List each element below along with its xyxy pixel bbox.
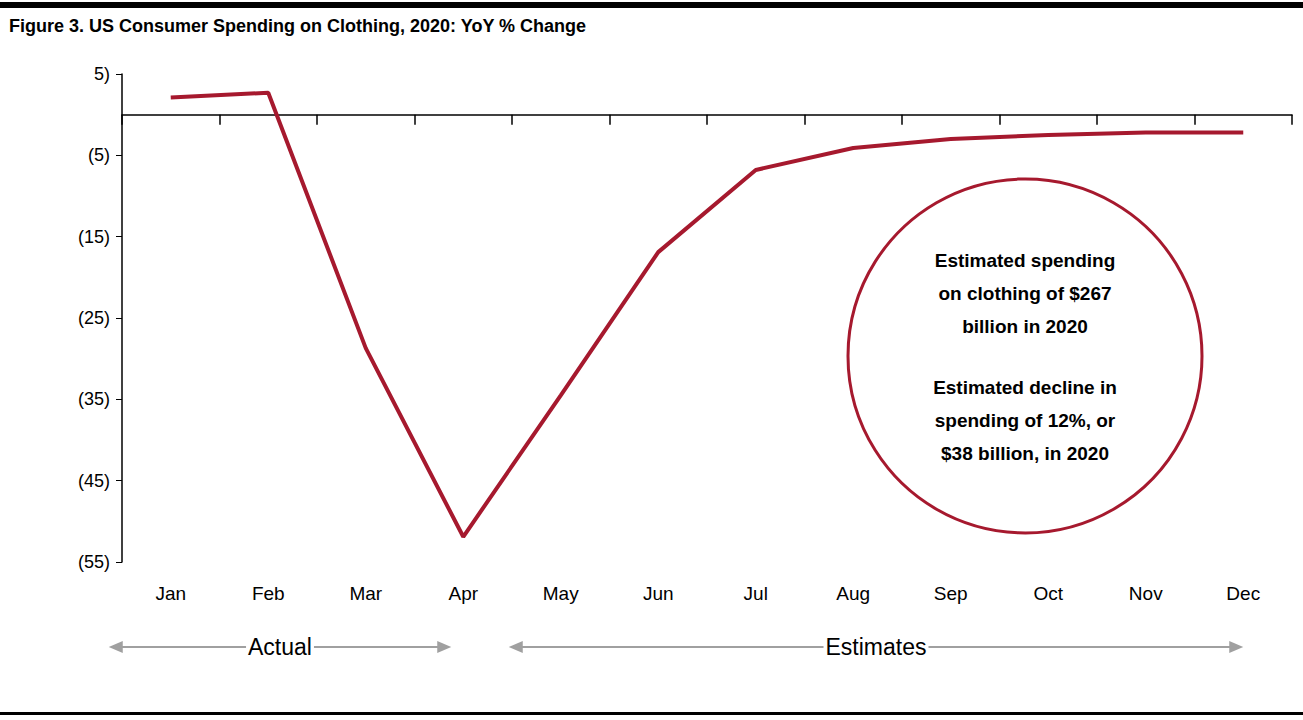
svg-text:5): 5) [94, 64, 110, 84]
svg-text:(15): (15) [78, 227, 110, 247]
svg-text:(55): (55) [78, 552, 110, 572]
svg-text:Estimates: Estimates [826, 634, 927, 660]
svg-text:(5): (5) [88, 145, 110, 165]
svg-text:Nov: Nov [1129, 583, 1163, 604]
svg-text:(45): (45) [78, 471, 110, 491]
svg-text:Sep: Sep [934, 583, 968, 604]
svg-text:May: May [543, 583, 579, 604]
svg-text:Oct: Oct [1033, 583, 1063, 604]
svg-text:billion in 2020: billion in 2020 [962, 316, 1088, 337]
svg-text:Dec: Dec [1226, 583, 1260, 604]
svg-text:spending of 12%, or: spending of 12%, or [935, 410, 1116, 431]
svg-text:Jan: Jan [155, 583, 186, 604]
svg-text:(25): (25) [78, 308, 110, 328]
svg-text:Feb: Feb [252, 583, 285, 604]
svg-text:on clothing of $267: on clothing of $267 [938, 283, 1111, 304]
svg-text:Mar: Mar [349, 583, 382, 604]
svg-text:Jun: Jun [643, 583, 674, 604]
svg-text:Actual: Actual [248, 634, 312, 660]
svg-text:Estimated decline in: Estimated decline in [933, 377, 1117, 398]
svg-text:Figure 3. US Consumer Spending: Figure 3. US Consumer Spending on Clothi… [9, 16, 586, 36]
svg-text:$38 billion, in 2020: $38 billion, in 2020 [941, 443, 1109, 464]
svg-text:Apr: Apr [448, 583, 478, 604]
svg-text:Estimated spending: Estimated spending [935, 250, 1116, 271]
svg-text:Aug: Aug [836, 583, 870, 604]
svg-text:(35): (35) [78, 389, 110, 409]
svg-text:Jul: Jul [744, 583, 768, 604]
